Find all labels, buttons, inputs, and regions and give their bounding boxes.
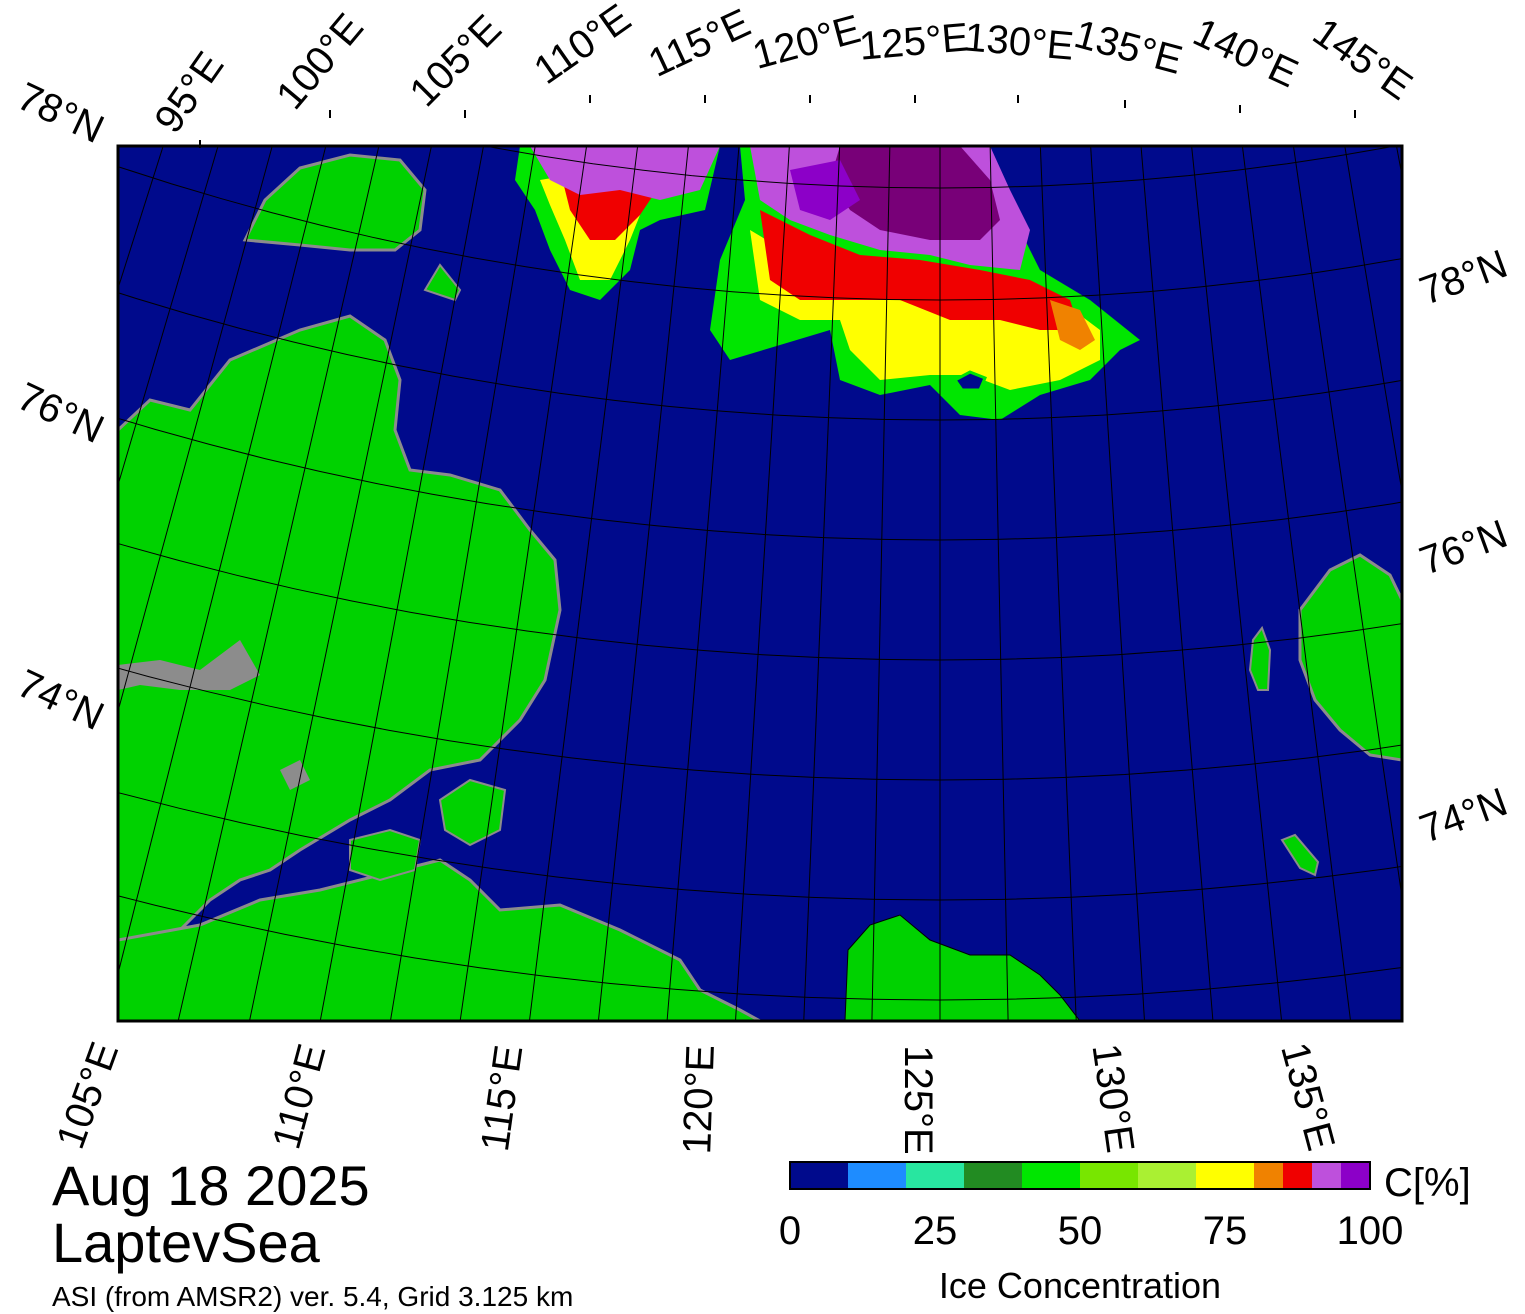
parallel-line [118,895,1402,1001]
right-lat-label: 76°N [1414,512,1513,584]
land-small-island [423,263,462,302]
top-lon-label: 125°E [857,15,970,68]
parallel-line [482,146,1398,189]
meridian-line [0,0,67,938]
colorbar-segment [964,1162,1022,1189]
colorbar-segment [1283,1162,1312,1189]
colorbar-ticks: 0 25 50 75 100 [779,1209,1404,1253]
left-lat-label: 78°N [11,74,111,152]
colorbar-unit-label: C[%] [1384,1161,1471,1205]
parallel-line [118,417,1402,541]
bottom-lon-label: 120°E [675,1044,723,1155]
region-label: LaptevSea [52,1211,321,1274]
parallel-line [118,542,1402,661]
colorbar-segment [1080,1162,1138,1189]
colorbar-segment [1254,1162,1283,1189]
ice-zone-red [760,210,1080,330]
top-lon-label: 100°E [268,6,372,118]
ice-zone-darkpurple [830,146,1000,240]
meridian-line [0,0,23,910]
land-severnaya-zemlya [242,153,427,252]
parallel-line [118,792,1402,901]
bottom-lon-label: 130°E [1083,1041,1142,1155]
land-begichev-island [438,778,507,847]
colorbar-segment [1312,1162,1341,1189]
right-latitude-labels: 78°N 76°N 74°N [1414,242,1513,852]
parallel-line [118,667,1402,781]
parallel-line [118,166,1402,301]
colorbar-segment [848,1162,906,1189]
colorbar-segment [790,1162,848,1189]
top-lon-label: 110°E [526,0,638,93]
bottom-lon-label: 135°E [1272,1038,1343,1155]
left-lat-label: 74°N [11,661,111,739]
bottom-lon-label: 115°E [473,1042,531,1154]
land-stolbovoy-island [1280,833,1320,877]
bottom-lon-label: 125°E [896,1045,940,1154]
land-kotelny-island [1298,553,1402,762]
bottom-lon-label: 105°E [48,1037,127,1155]
meridian-line [118,146,273,713]
left-latitude-labels: 78°N 76°N 74°N [11,74,111,739]
colorbar [789,1161,1371,1190]
top-lon-label: 115°E [642,1,757,86]
colorbar-segment [906,1162,964,1189]
polynya-hole [952,370,987,392]
colorbar-tick-label: 0 [779,1209,801,1253]
left-lat-label: 76°N [11,374,111,452]
ice-zone-violet [790,160,860,220]
map-panel [0,0,1402,1021]
land-siberian-coast [118,858,761,1021]
colorbar-title: Ice Concentration [939,1265,1221,1306]
meridian-line [1344,146,1402,495]
top-lon-label: 95°E [146,44,232,141]
land-taymyr [118,314,562,952]
map-frame [116,144,1404,1023]
source-label: ASI (from AMSR2) ver. 5.4, Grid 3.125 km [52,1281,573,1312]
colorbar-segment [1138,1162,1196,1189]
bottom-lon-label: 110°E [264,1040,334,1154]
date-label: Aug 18 2025 [52,1154,370,1217]
colorbar-border [789,1161,1371,1190]
ice-zone-purple-west [530,146,720,200]
ice-zone-orange [1050,300,1095,350]
top-lon-label: 120°E [748,7,865,78]
colorbar-tick-label: 25 [913,1209,958,1253]
top-lon-label: 145°E [1305,10,1420,109]
meridian-line [1395,146,1402,179]
colorbar-tick-label: 75 [1203,1209,1248,1253]
top-lon-label: 135°E [1070,12,1187,83]
right-lat-label: 74°N [1414,780,1513,852]
right-lat-label: 78°N [1414,242,1513,314]
colorbar-tick-label: 100 [1337,1209,1404,1253]
colorbar-segment [1022,1162,1080,1189]
meridian-line [1292,146,1402,901]
bottom-longitude-labels: 105°E 110°E 115°E 120°E 125°E 130°E 135°E [48,1037,1343,1156]
land-coast-strip [349,828,422,882]
top-lon-label: 130°E [963,15,1076,68]
top-lon-label: 140°E [1187,10,1305,96]
top-longitude-labels: 95°E 100°E 105°E 110°E 115°E120°E125°E130°E1… [146,0,1420,148]
top-lon-label: 105°E [402,7,510,115]
colorbar-segment [1196,1162,1254,1189]
colorbar-tick-label: 50 [1058,1209,1103,1253]
colorbar-segment [1341,1162,1370,1189]
land-lena-delta [844,914,1081,1021]
parallel-line [118,292,1402,421]
